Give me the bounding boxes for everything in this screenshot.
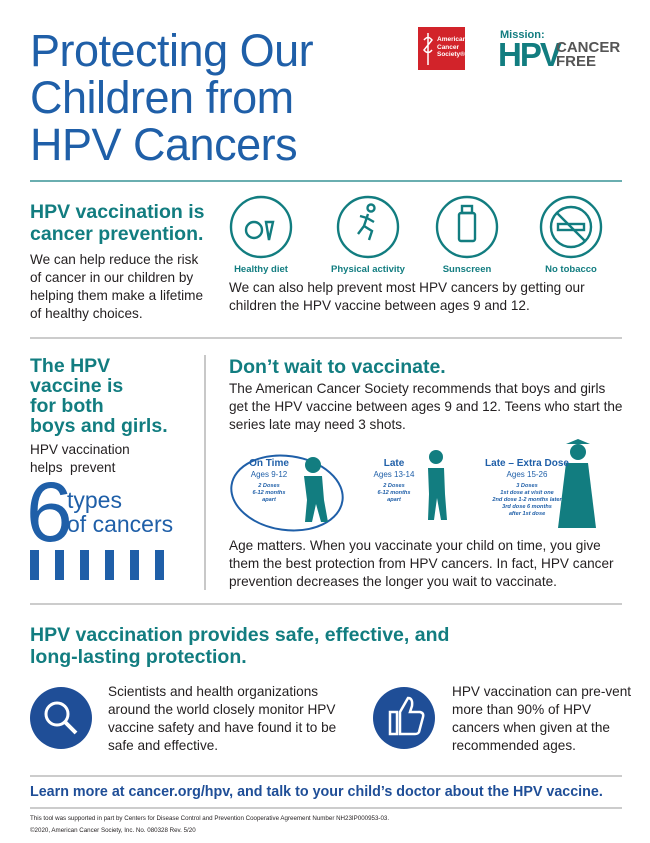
stage-ages: Ages 15-26 <box>506 470 548 479</box>
icon-label: Healthy diet <box>234 264 288 275</box>
section-heading: for both <box>30 395 104 417</box>
text-line: after 1st dose <box>508 511 546 517</box>
section-heading: The HPV <box>30 355 111 377</box>
hpv-logo: HPV <box>498 36 562 73</box>
stage-doses: 3 Doses 1st dose at visit one 2nd dose 1-2… <box>472 483 582 518</box>
six-bars <box>30 550 164 580</box>
number-text: of cancers <box>67 511 174 537</box>
search-icon <box>44 701 70 727</box>
paragraph: Scientists and health organizations arou… <box>108 684 337 753</box>
footnote: This tool was supported in part by Cente… <box>30 815 390 822</box>
stage-title: Late – Extra Dose <box>485 458 569 469</box>
section-heading: HPV vaccination provides safe, effective… <box>30 624 450 668</box>
thumb-icon <box>388 696 425 736</box>
thumb-icon-bg <box>373 687 435 749</box>
paragraph: helps prevent <box>30 460 116 475</box>
icon-label: Sunscreen <box>442 264 492 275</box>
section-heading: boys and girls. <box>30 415 168 437</box>
title-line: HPV Cancers <box>30 119 298 170</box>
text-line: 2 Doses <box>383 483 405 489</box>
on-time-ring <box>230 454 344 532</box>
section-heading: cancer prevention. <box>30 223 204 245</box>
text-line: apart <box>387 497 401 503</box>
stage-doses: 2 Doses 6-12 months apart <box>214 483 324 504</box>
title-line: Protecting Our <box>30 25 314 76</box>
title-line: Children from <box>30 72 294 123</box>
acs-logo-mark <box>423 33 433 65</box>
text-line: 2 Doses <box>258 483 280 489</box>
stage-ages: Ages 9-12 <box>250 470 288 479</box>
text-line: 6-12 months <box>377 490 411 496</box>
stage-ages: Ages 13-14 <box>373 470 415 479</box>
paragraph: We can help reduce the risk of cancer in… <box>30 252 204 321</box>
paragraph: Age matters. When you vaccinate your chi… <box>229 538 614 589</box>
paragraph: The American Cancer Society recommends t… <box>229 381 623 432</box>
acs-logo-text: American Cancer Society® <box>437 36 467 58</box>
text-line: 3 Doses <box>516 483 538 489</box>
stage-doses: 2 Doses 6-12 months apart <box>339 483 449 504</box>
text-line: 6-12 months <box>252 490 286 496</box>
footnote: ©2020, American Cancer Society, Inc. No.… <box>30 827 196 834</box>
stage-figures <box>304 439 596 528</box>
section-heading: vaccine is <box>30 375 124 397</box>
paragraph: We can also help prevent most HPV cancer… <box>229 280 585 313</box>
icon-label: No tobacco <box>545 264 597 275</box>
paragraph: HPV vaccination <box>30 442 130 457</box>
number-text: types <box>67 487 122 513</box>
free-logo: FREE <box>556 53 597 70</box>
stage-title: Late <box>383 458 405 469</box>
text-line: 1st dose at visit one <box>500 490 554 496</box>
section-heading: Don’t wait to vaccinate. <box>229 356 446 378</box>
big-number: 6 <box>26 465 73 559</box>
call-to-action: Learn more at cancer.org/hpv, and talk t… <box>30 784 603 800</box>
text-line: 3rd dose 6 months <box>502 504 552 510</box>
cancer-logo: CANCER <box>556 39 621 56</box>
mission-label: Mission: <box>500 29 545 41</box>
text-line: 2nd dose 1-2 months later <box>492 497 562 503</box>
icon-label: Physical activity <box>331 264 405 275</box>
section-heading: HPV vaccination is <box>30 201 205 223</box>
stage-title: On Time <box>249 458 289 469</box>
text-line: apart <box>262 497 276 503</box>
paragraph: HPV vaccination can pre-vent more than 9… <box>452 684 632 753</box>
search-icon <box>63 720 78 735</box>
icons <box>229 195 603 259</box>
search-icon-bg <box>30 687 92 749</box>
